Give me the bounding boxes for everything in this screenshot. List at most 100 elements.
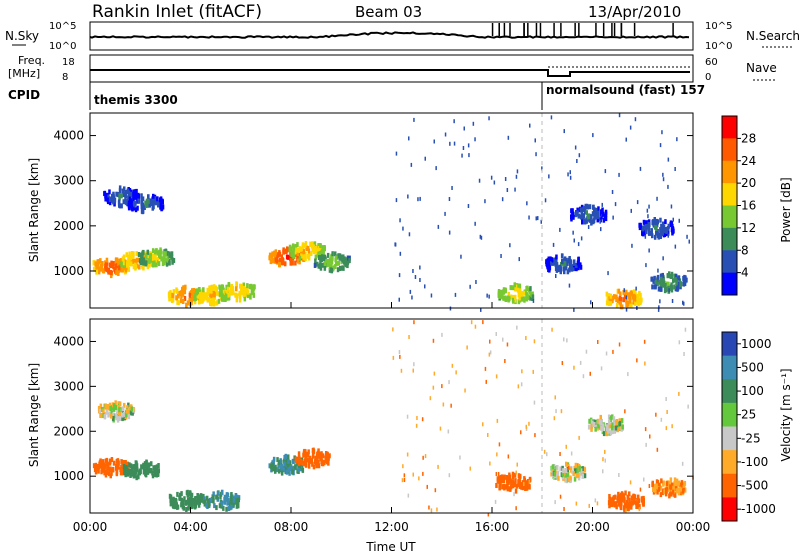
range-gate-cell	[657, 268, 659, 273]
range-gate-cell	[487, 512, 490, 517]
range-gate-cell	[593, 422, 596, 427]
range-gate-cell	[502, 289, 505, 295]
nave-tick-bottom: 0	[705, 72, 711, 83]
range-gate-cell	[655, 412, 657, 417]
range-gate-cell	[120, 193, 123, 199]
colorbar-segment	[722, 250, 737, 274]
range-gate-cell	[554, 395, 556, 400]
range-gate-cell	[568, 256, 571, 261]
range-gate-cell	[628, 491, 631, 497]
range-gate-cell	[186, 300, 190, 306]
range-gate-cell	[130, 469, 133, 475]
range-gate-cell	[636, 503, 640, 508]
range-gate-cell	[630, 208, 632, 213]
range-gate-cell	[505, 478, 509, 483]
range-gate-cell	[683, 301, 685, 306]
range-gate-cell	[118, 188, 122, 194]
range-gate-cell	[110, 405, 114, 411]
range-gate-cell	[674, 286, 678, 292]
range-gate-cell	[569, 261, 572, 267]
range-gate-cell	[596, 214, 600, 220]
range-gate-cell	[137, 252, 141, 257]
range-gate-cell	[568, 466, 570, 470]
range-gate-cell	[235, 503, 239, 509]
range-gate-cell	[653, 234, 657, 240]
range-gate-cell	[665, 487, 668, 493]
range-gate-cell	[151, 248, 155, 254]
range-gate-cell	[673, 273, 676, 279]
range-gate-cell	[132, 264, 136, 270]
range-gate-cell	[286, 254, 290, 260]
range-gate-cell	[120, 459, 123, 465]
range-gate-cell	[582, 206, 586, 212]
range-gate-cell	[283, 461, 286, 467]
range-gate-cell	[511, 471, 515, 477]
range-gate-cell	[300, 253, 303, 259]
range-gate-cell	[636, 200, 639, 205]
range-gate-cell	[135, 251, 138, 257]
range-gate-cell	[615, 504, 618, 510]
range-gate-cell	[326, 252, 330, 258]
range-gate-cell	[235, 281, 238, 287]
range-gate-cell	[503, 474, 506, 480]
range-gate-cell	[633, 494, 637, 500]
range-gate-cell	[434, 488, 437, 493]
range-gate-cell	[564, 468, 568, 473]
range-gate-cell	[448, 230, 451, 235]
range-gate-cell	[297, 247, 300, 253]
range-gate-cell	[102, 408, 105, 414]
range-gate-cell	[192, 288, 195, 293]
range-gate-cell	[315, 249, 318, 255]
range-gate-cell	[620, 421, 623, 427]
range-gate-cell	[210, 284, 213, 290]
range-gate-cell	[284, 261, 287, 267]
range-gate-cell	[152, 193, 155, 199]
range-gate-cell	[213, 292, 216, 297]
range-gate-cell	[590, 423, 594, 429]
range-gate-cell	[134, 262, 137, 268]
range-gate-cell	[496, 478, 500, 484]
range-gate-cell	[146, 249, 150, 255]
range-gate-cell	[238, 297, 242, 303]
range-gate-cell	[300, 246, 303, 252]
range-gate-cell	[573, 267, 575, 272]
range-gate-cell	[344, 262, 348, 268]
cpid-segment-1: themis 3300	[94, 93, 178, 107]
range-gate-cell	[311, 461, 314, 467]
range-gate-cell	[131, 410, 134, 416]
range-gate-cell	[467, 204, 470, 208]
range-gate-cell	[103, 191, 106, 197]
range-gate-cell	[327, 258, 330, 264]
range-gate-cell	[426, 484, 428, 489]
range-gate-cell	[108, 402, 112, 408]
range-gate-cell	[507, 480, 510, 486]
range-gate-cell	[124, 267, 128, 273]
range-gate-cell	[432, 338, 435, 343]
range-gate-cell	[660, 273, 663, 279]
x-tick-label: 12:00	[374, 520, 409, 534]
range-gate-cell	[466, 345, 468, 350]
range-gate-cell	[94, 466, 97, 472]
range-gate-cell	[620, 491, 624, 497]
range-gate-cell	[638, 504, 641, 510]
range-gate-cell	[316, 456, 319, 462]
range-gate-cell	[639, 293, 642, 298]
range-gate-cell	[147, 194, 150, 200]
range-gate-cell	[159, 202, 163, 208]
range-gate-cell	[563, 258, 566, 264]
range-gate-cell	[516, 325, 518, 330]
range-gate-cell	[105, 461, 109, 467]
range-gate-cell	[682, 485, 685, 491]
range-gate-cell	[116, 264, 120, 270]
range-gate-cell	[274, 257, 278, 263]
sparse-echoes	[394, 113, 690, 312]
range-gate-cell	[636, 498, 638, 502]
range-gate-cell	[169, 501, 173, 507]
colorbar-segment	[722, 116, 737, 139]
y-tick-label: 1000	[53, 469, 84, 483]
range-gate-cell	[187, 505, 190, 511]
range-gate-cell	[670, 271, 674, 277]
range-gate-cell	[453, 141, 456, 146]
range-gate-cell	[135, 466, 139, 472]
range-gate-cell	[311, 453, 315, 459]
